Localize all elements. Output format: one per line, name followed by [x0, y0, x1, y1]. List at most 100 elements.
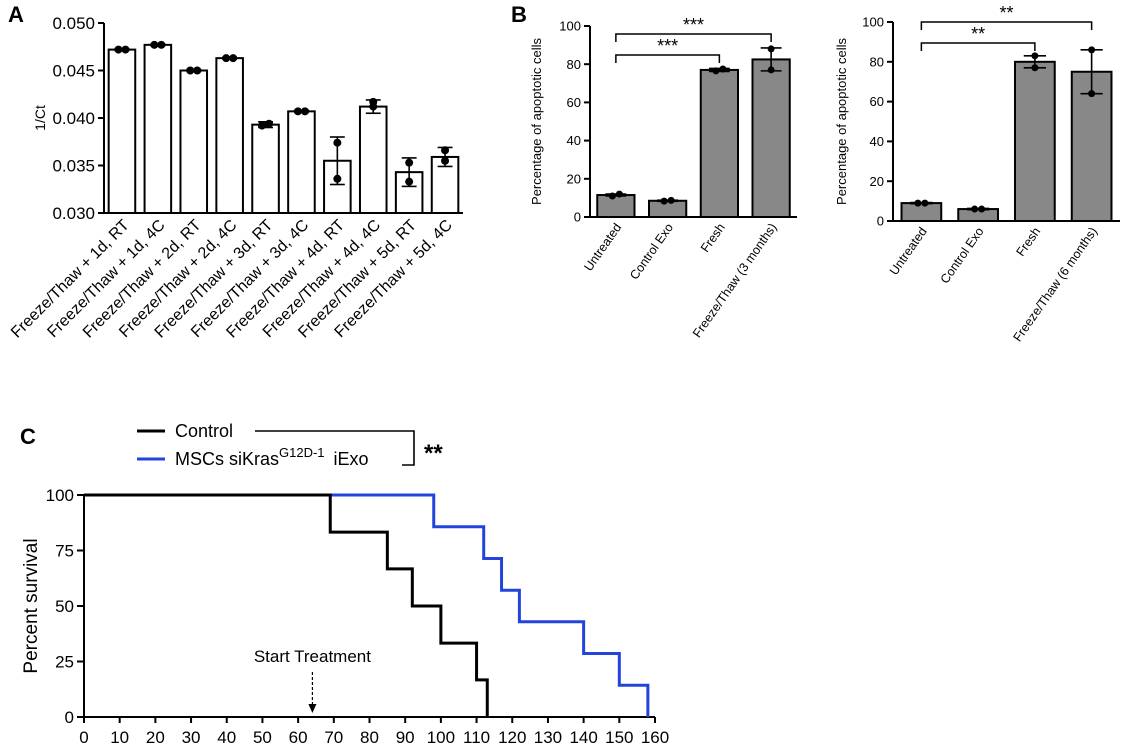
bar: [179, 69, 209, 214]
y-tick-label: 50: [55, 597, 74, 616]
x-tick-label: Control Exo: [627, 221, 676, 283]
x-tick-label: 10: [110, 728, 129, 745]
x-tick-label: 160: [641, 728, 669, 745]
x-tick-label: 50: [253, 728, 272, 745]
data-point: [660, 197, 668, 205]
bar: [107, 48, 137, 214]
y-tick-label: 40: [870, 134, 884, 149]
y-tick-label: 20: [870, 174, 884, 189]
significance-bracket: [920, 42, 1036, 51]
y-tick-label: 100: [46, 486, 74, 505]
significance-label: **: [971, 24, 985, 44]
bar: [1014, 60, 1056, 222]
data-point: [921, 199, 929, 207]
bar: [699, 68, 740, 219]
x-tick-label: 110: [463, 728, 490, 745]
data-point: [1031, 52, 1039, 60]
y-tick-label: 75: [55, 542, 74, 561]
y-tick-label: 0.045: [52, 61, 95, 80]
bar: [647, 199, 688, 218]
data-point: [608, 192, 616, 200]
bar: [251, 123, 280, 214]
bar: [143, 43, 173, 214]
series-line-control: [84, 493, 489, 717]
significance-bracket: [615, 33, 772, 42]
x-tick-label: 30: [182, 728, 201, 745]
legend-label-mscs: MSCs siKrasG12D-1 iExo: [175, 445, 369, 469]
data-point: [914, 199, 922, 207]
annotation-label: Start Treatment: [254, 647, 371, 666]
panel-b-left-chart: 0 20 40 60 80 100 Percentage of apoptotic cell…: [529, 15, 797, 340]
data-point: [405, 158, 414, 167]
y-axis-title: Percent survival: [21, 538, 42, 673]
data-point: [667, 196, 675, 204]
data-point: [441, 156, 450, 165]
x-tick-label: 100: [427, 728, 455, 745]
y-tick-label: 100: [862, 15, 884, 30]
data-point: [258, 121, 267, 130]
panel-label-a: A: [8, 2, 24, 27]
x-tick-label: Fresh: [698, 221, 728, 255]
bar: [358, 105, 388, 214]
x-tick-label: 150: [605, 728, 633, 745]
y-tick-label: 0.050: [52, 14, 95, 33]
y-tick-label: 0.040: [52, 109, 95, 128]
x-tick-label: 0: [79, 728, 88, 745]
data-point: [300, 107, 309, 116]
x-tick-label: Control Exo: [938, 225, 987, 287]
x-tick-label: 120: [498, 728, 526, 745]
x-tick-label: 90: [396, 728, 415, 745]
data-point: [150, 40, 159, 49]
panel-c-chart: 0 25 50 75 100 0 10 20 30 40 50 60 70 80 90 100 110 120 13…: [21, 421, 669, 745]
data-point: [719, 65, 727, 73]
y-tick-label: 25: [55, 653, 74, 672]
data-point: [971, 205, 979, 213]
data-point: [157, 40, 166, 49]
data-point: [369, 102, 378, 111]
y-axis-title: 1/Ct: [32, 105, 48, 131]
data-point: [441, 146, 450, 155]
legend-label-control: Control: [175, 421, 233, 441]
significance-bracket: [920, 21, 1093, 30]
x-tick-label: 40: [217, 728, 236, 745]
y-tick-label: 0: [574, 210, 581, 225]
x-tick-label: Fresh: [1014, 225, 1044, 259]
y-tick-label: 0.035: [52, 156, 95, 175]
x-tick-label: 70: [324, 728, 343, 745]
y-tick-label: 0: [65, 708, 74, 727]
y-tick-label: 60: [567, 95, 581, 110]
x-tick-label: Untreated: [887, 225, 930, 278]
data-point: [121, 45, 130, 54]
y-tick-label: 40: [567, 133, 581, 148]
bar: [751, 58, 791, 218]
bar: [596, 194, 636, 219]
data-point: [1088, 46, 1096, 54]
data-point: [333, 174, 342, 183]
annotation-arrowhead: [308, 704, 317, 713]
y-axis-title: Percentage of apoptotic cells: [834, 38, 849, 205]
significance-label: ***: [657, 36, 678, 56]
data-point: [1031, 64, 1039, 72]
bar: [957, 208, 999, 222]
bar: [900, 202, 943, 222]
panel-a-chart: 0.0300.0350.0400.0450.0501/CtFreeze/Thaw…: [8, 14, 463, 341]
data-point: [114, 45, 123, 54]
x-tick-label: Untreated: [581, 221, 624, 274]
data-point: [978, 205, 986, 213]
data-point: [405, 177, 414, 186]
y-tick-label: 60: [870, 94, 884, 109]
data-point: [193, 66, 202, 75]
y-tick-label: 100: [559, 19, 581, 34]
data-point: [767, 66, 775, 74]
y-tick-label: 20: [567, 171, 581, 186]
y-tick-label: 80: [870, 54, 884, 69]
series-line-mscs-sikras-iexo: [84, 493, 650, 717]
panel-label-b: B: [511, 2, 527, 27]
bar: [215, 57, 244, 215]
data-point: [767, 45, 775, 53]
y-axis-title: Percentage of apoptotic cells: [529, 38, 544, 205]
x-tick-label: 130: [534, 728, 562, 745]
significance-label: **: [999, 3, 1013, 23]
data-point: [615, 190, 623, 198]
data-point: [712, 67, 720, 75]
